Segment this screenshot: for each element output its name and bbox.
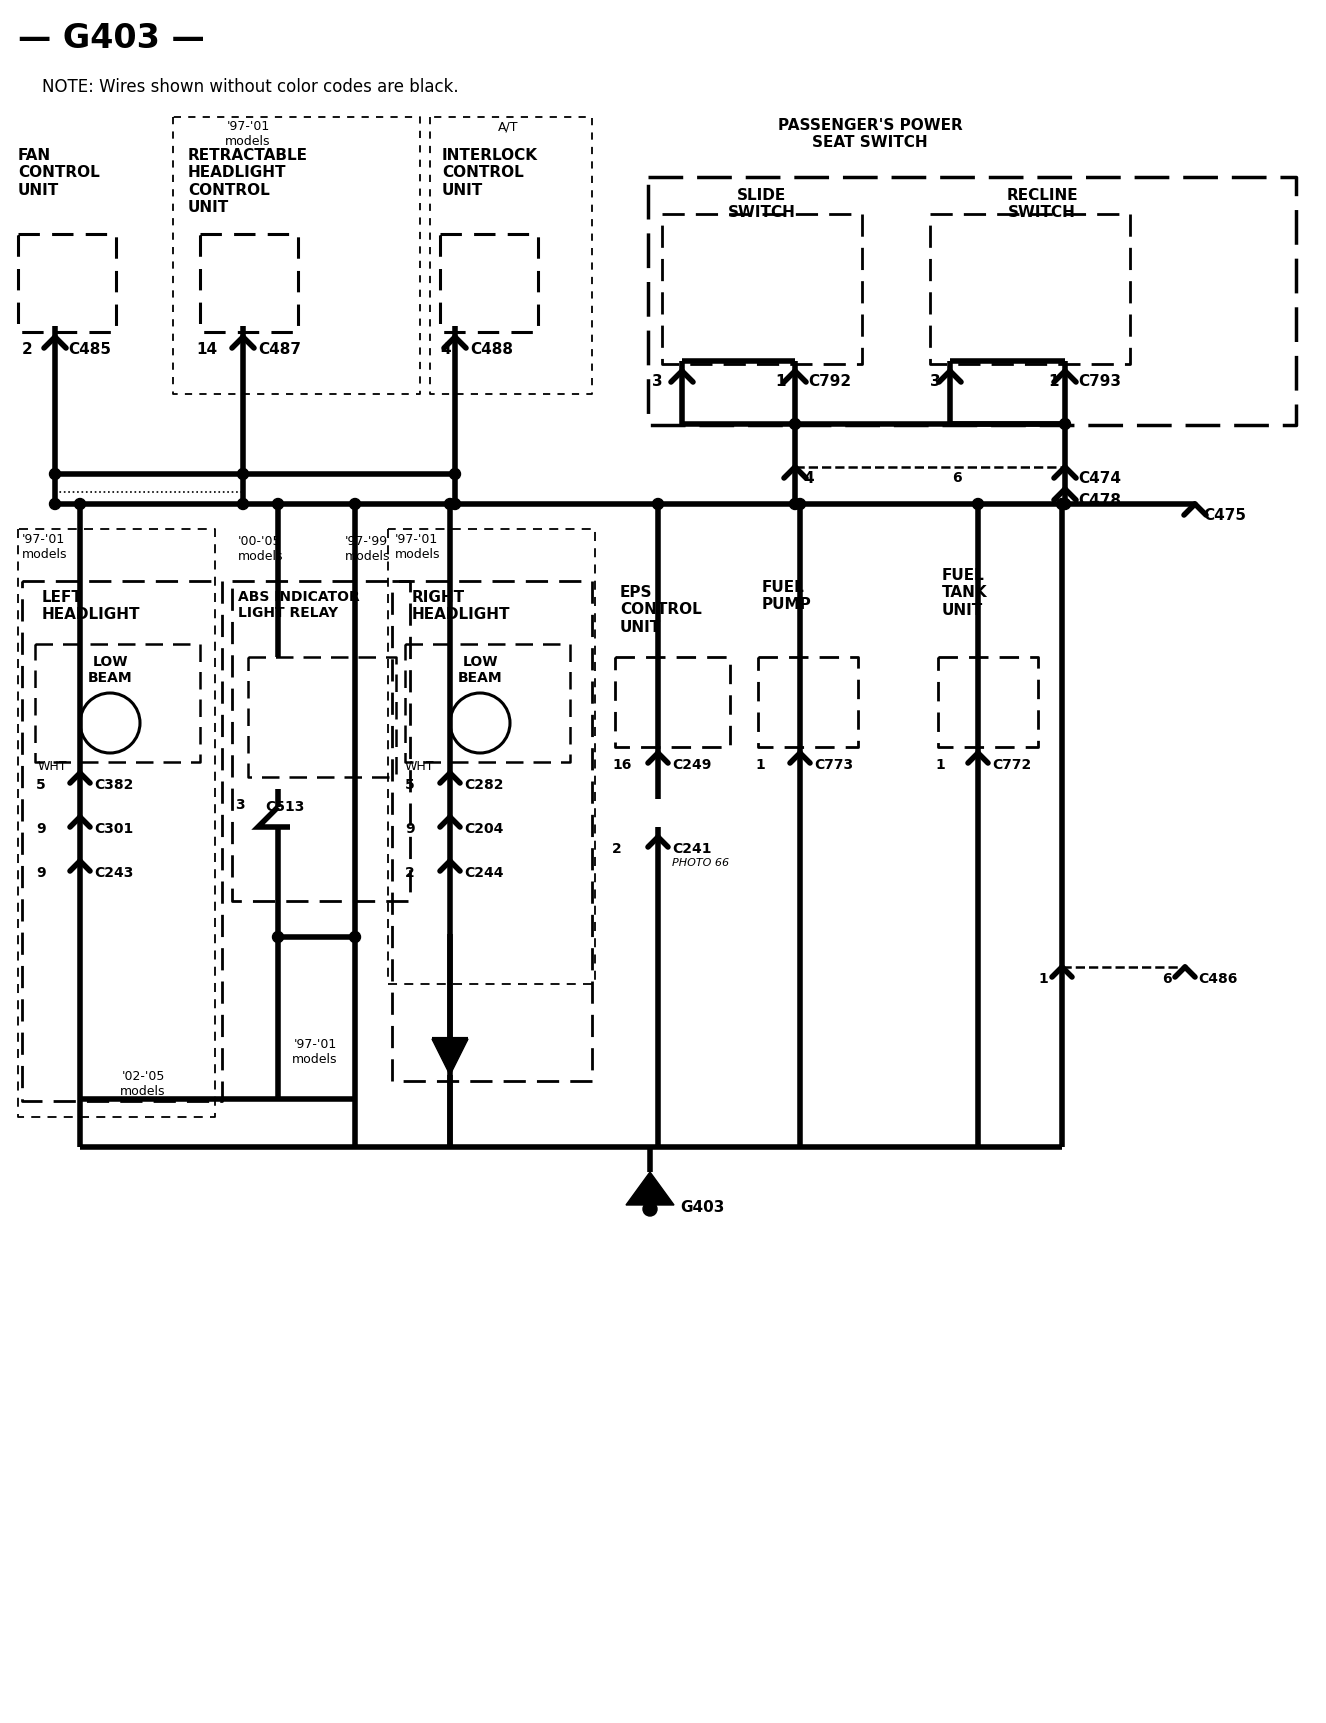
Text: 6: 6 bbox=[952, 470, 961, 484]
Text: 1: 1 bbox=[774, 374, 785, 389]
Text: 2: 2 bbox=[613, 841, 622, 856]
Circle shape bbox=[49, 469, 61, 481]
Text: C249: C249 bbox=[672, 758, 711, 772]
Text: RECLINE
SWITCH: RECLINE SWITCH bbox=[1006, 188, 1078, 221]
Text: 4: 4 bbox=[440, 341, 451, 357]
Polygon shape bbox=[626, 1172, 674, 1206]
Text: C243: C243 bbox=[94, 865, 134, 879]
Text: ABS INDICATOR
LIGHT RELAY: ABS INDICATOR LIGHT RELAY bbox=[237, 589, 359, 620]
Text: C301: C301 bbox=[94, 822, 133, 836]
Text: FUEL
TANK
UNIT: FUEL TANK UNIT bbox=[941, 567, 988, 617]
Text: RETRACTABLE
HEADLIGHT
CONTROL
UNIT: RETRACTABLE HEADLIGHT CONTROL UNIT bbox=[188, 148, 308, 215]
Text: '97-'99
models: '97-'99 models bbox=[345, 534, 390, 563]
Text: C485: C485 bbox=[68, 341, 111, 357]
Circle shape bbox=[444, 500, 456, 510]
Text: '02-'05
models: '02-'05 models bbox=[121, 1070, 166, 1098]
Text: C475: C475 bbox=[1203, 508, 1246, 522]
Text: 1: 1 bbox=[935, 758, 944, 772]
Text: 2: 2 bbox=[404, 865, 415, 879]
Text: C382: C382 bbox=[94, 777, 134, 791]
Text: FAN
CONTROL
UNIT: FAN CONTROL UNIT bbox=[19, 148, 99, 198]
Text: C772: C772 bbox=[992, 758, 1032, 772]
Text: 2: 2 bbox=[23, 341, 33, 357]
Text: 9: 9 bbox=[36, 865, 45, 879]
Text: C244: C244 bbox=[464, 865, 504, 879]
Text: 9: 9 bbox=[36, 822, 45, 836]
Text: LOW
BEAM: LOW BEAM bbox=[457, 655, 503, 684]
Text: INTERLOCK
CONTROL
UNIT: INTERLOCK CONTROL UNIT bbox=[442, 148, 538, 198]
Text: C241: C241 bbox=[672, 841, 712, 856]
Text: C486: C486 bbox=[1197, 972, 1237, 986]
Text: '97-'01
models: '97-'01 models bbox=[225, 121, 271, 148]
Text: 5: 5 bbox=[36, 777, 46, 791]
Circle shape bbox=[74, 500, 85, 510]
Circle shape bbox=[350, 932, 361, 942]
Text: A/T: A/T bbox=[497, 121, 518, 133]
Circle shape bbox=[350, 500, 361, 510]
Text: '97-'01
models: '97-'01 models bbox=[23, 532, 68, 560]
Circle shape bbox=[450, 500, 460, 510]
Circle shape bbox=[1059, 500, 1070, 510]
Text: C773: C773 bbox=[814, 758, 853, 772]
Text: G403: G403 bbox=[680, 1199, 724, 1215]
Text: WHT: WHT bbox=[404, 760, 435, 772]
Circle shape bbox=[789, 419, 801, 431]
Circle shape bbox=[237, 500, 248, 510]
Text: — G403 —: — G403 — bbox=[19, 22, 204, 55]
Circle shape bbox=[237, 469, 248, 481]
Text: FUEL
PUMP: FUEL PUMP bbox=[762, 579, 812, 612]
Text: 1: 1 bbox=[1048, 374, 1058, 389]
Text: 14: 14 bbox=[196, 341, 217, 357]
Text: C488: C488 bbox=[469, 341, 513, 357]
Text: C513: C513 bbox=[265, 799, 305, 813]
Circle shape bbox=[273, 500, 284, 510]
Text: RIGHT
HEADLIGHT: RIGHT HEADLIGHT bbox=[412, 589, 511, 622]
Text: 3: 3 bbox=[652, 374, 663, 389]
Text: C487: C487 bbox=[259, 341, 301, 357]
Text: 9: 9 bbox=[404, 822, 415, 836]
Text: '00-'05
models: '00-'05 models bbox=[237, 534, 284, 563]
Text: C282: C282 bbox=[464, 777, 504, 791]
Circle shape bbox=[450, 469, 460, 481]
Text: 3: 3 bbox=[930, 374, 940, 389]
Text: 6: 6 bbox=[1162, 972, 1172, 986]
Polygon shape bbox=[432, 1039, 468, 1075]
Text: 16: 16 bbox=[613, 758, 631, 772]
Text: C474: C474 bbox=[1078, 470, 1120, 486]
Text: C793: C793 bbox=[1078, 374, 1120, 389]
Circle shape bbox=[1059, 419, 1070, 431]
Circle shape bbox=[643, 1203, 656, 1216]
Text: PHOTO 66: PHOTO 66 bbox=[672, 858, 729, 867]
Text: C204: C204 bbox=[464, 822, 504, 836]
Text: EPS
CONTROL
UNIT: EPS CONTROL UNIT bbox=[621, 584, 701, 634]
Text: '97-'01
models: '97-'01 models bbox=[292, 1037, 338, 1065]
Text: 4: 4 bbox=[804, 470, 814, 486]
Text: LEFT
HEADLIGHT: LEFT HEADLIGHT bbox=[42, 589, 141, 622]
Text: C478: C478 bbox=[1078, 493, 1120, 508]
Circle shape bbox=[789, 500, 801, 510]
Circle shape bbox=[1057, 500, 1067, 510]
Circle shape bbox=[972, 500, 984, 510]
Text: '97-'01
models: '97-'01 models bbox=[395, 532, 440, 560]
Text: NOTE: Wires shown without color codes are black.: NOTE: Wires shown without color codes ar… bbox=[42, 78, 459, 96]
Circle shape bbox=[794, 500, 805, 510]
Text: WHT: WHT bbox=[38, 760, 68, 772]
Circle shape bbox=[652, 500, 663, 510]
Text: 3: 3 bbox=[235, 798, 244, 812]
Text: PASSENGER'S POWER
SEAT SWITCH: PASSENGER'S POWER SEAT SWITCH bbox=[777, 117, 963, 150]
Text: 5: 5 bbox=[404, 777, 415, 791]
Text: LOW
BEAM: LOW BEAM bbox=[88, 655, 133, 684]
Text: C792: C792 bbox=[808, 374, 851, 389]
Circle shape bbox=[273, 932, 284, 942]
Text: 1: 1 bbox=[754, 758, 765, 772]
Circle shape bbox=[49, 500, 61, 510]
Text: 1: 1 bbox=[1038, 972, 1048, 986]
Text: SLIDE
SWITCH: SLIDE SWITCH bbox=[728, 188, 796, 221]
